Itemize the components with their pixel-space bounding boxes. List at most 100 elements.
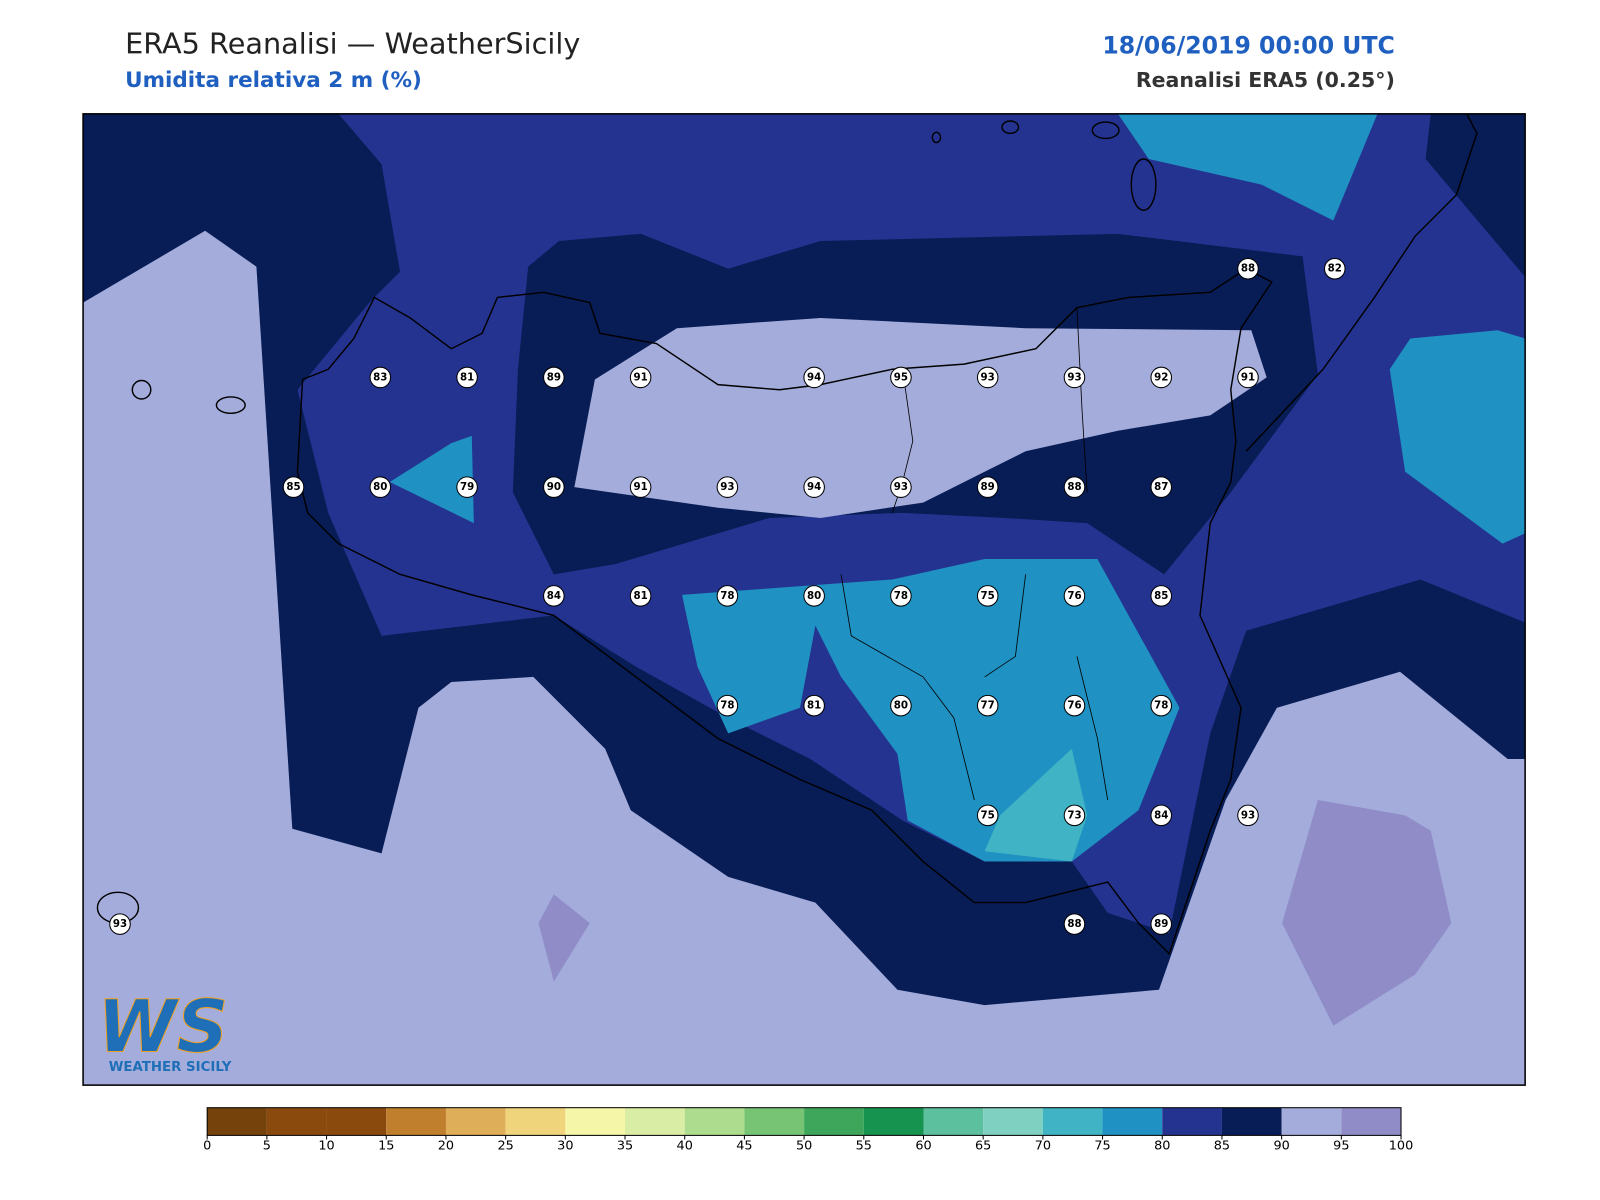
- station-marker: [803, 694, 825, 717]
- station-value: 89: [1154, 918, 1168, 930]
- island: [215, 396, 246, 415]
- station-marker: [1150, 913, 1172, 935]
- station-marker: [629, 366, 652, 389]
- station-marker: [890, 694, 912, 717]
- colorbar-swatch: [983, 1107, 1043, 1136]
- station-marker: [1324, 257, 1346, 280]
- colorbar-swatch: [266, 1107, 327, 1136]
- station-marker: [1063, 913, 1086, 935]
- station-value: 75: [981, 590, 995, 602]
- colorbar-tick-label: 65: [975, 1138, 991, 1153]
- logo-mark: WS: [97, 984, 228, 1068]
- colorbar-tick-label: 60: [915, 1138, 931, 1153]
- station-marker: [716, 476, 739, 498]
- coastlines: [96, 113, 1478, 956]
- station-marker: [890, 476, 912, 498]
- station-marker: [109, 913, 131, 935]
- station-marker: [1237, 366, 1259, 389]
- station-value: 94: [807, 371, 821, 383]
- station-value: 75: [981, 809, 995, 821]
- station-value: 91: [1241, 371, 1255, 383]
- station-marker: [369, 366, 392, 389]
- colorbar-swatch: [1162, 1107, 1222, 1136]
- station-marker: [629, 476, 652, 498]
- map: 88 82 83 81 89 91 94 95 93 93 92 91 85 80 79 90 91 93 94 93…: [83, 113, 1526, 1086]
- colorbar-swatch: [863, 1107, 924, 1136]
- station-value: 78: [894, 590, 908, 602]
- colorbar-tick-label: 85: [1214, 1138, 1230, 1153]
- station-marker: [543, 366, 565, 389]
- colorbar-tick-label: 20: [438, 1138, 454, 1153]
- map-frame: [82, 113, 1526, 1086]
- colorbar-swatch: [625, 1107, 685, 1136]
- station-value: 78: [1154, 700, 1168, 712]
- island: [1001, 120, 1020, 135]
- station-value: 93: [981, 371, 995, 383]
- station-marker: [1150, 585, 1172, 607]
- colorbar-tick-label: 95: [1333, 1138, 1349, 1153]
- island: [1091, 121, 1120, 140]
- station-value: 94: [807, 481, 821, 493]
- station-value: 81: [633, 590, 647, 602]
- station-marker: [1150, 476, 1172, 498]
- colorbar-swatch: [804, 1107, 864, 1136]
- colorbar-tick-label: 10: [318, 1138, 334, 1153]
- colorbar-swatch: [445, 1107, 506, 1136]
- source: Reanalisi ERA5 (0.25°): [1136, 68, 1395, 92]
- subtitle: Umidita relativa 2 m (%): [125, 68, 422, 93]
- station-marker: [803, 476, 825, 498]
- station-value: 93: [1241, 809, 1255, 821]
- colorbar-swatch: [1042, 1107, 1103, 1136]
- station-marker: [803, 585, 825, 607]
- station-value: 93: [894, 481, 908, 493]
- station-marker: [716, 694, 739, 717]
- colorbar-tick-label: 5: [263, 1138, 271, 1153]
- station-value: 82: [1328, 263, 1342, 275]
- station-value: 84: [1154, 809, 1168, 821]
- island: [131, 379, 152, 400]
- colorbar-tick-label: 35: [617, 1138, 633, 1153]
- colorbar-tick-label: 50: [796, 1138, 812, 1153]
- station-value: 78: [720, 700, 734, 712]
- field-contour: [389, 435, 474, 524]
- station-value: 93: [720, 481, 734, 493]
- station-marker: [890, 366, 912, 389]
- colorbar-swatch: [744, 1107, 805, 1136]
- station-marker: [456, 366, 478, 389]
- colorbar-swatch: [505, 1107, 566, 1136]
- station-value: 81: [807, 700, 821, 712]
- field-contour: [574, 317, 1267, 518]
- colorbar-swatch: [684, 1107, 745, 1136]
- station-value: 80: [807, 590, 821, 602]
- station-value: 90: [547, 481, 561, 493]
- station-value: 79: [460, 481, 474, 493]
- colorbar-tick-label: 40: [677, 1138, 693, 1153]
- station-value: 91: [633, 481, 647, 493]
- station-marker: [890, 585, 912, 607]
- colorbar-swatch: [207, 1107, 267, 1136]
- station-value: 76: [1067, 700, 1081, 712]
- station-value: 89: [981, 481, 995, 493]
- station-value: 89: [547, 371, 561, 383]
- logo-text: WEATHER SICILY: [109, 1060, 232, 1075]
- station-value: 88: [1241, 263, 1255, 275]
- stations: 88 82 83 81 89 91 94 95 93 93 92 91 85 80 79 90 91 93 94 93…: [109, 257, 1346, 935]
- colorbar-swatch: [1281, 1107, 1342, 1136]
- colorbar: 0 5 10 15 20 25 30 35 40 45 50 55 60 65 70 75 80 85 90 95 10…: [203, 1107, 1413, 1153]
- calabria-coast: [1245, 113, 1478, 452]
- station-marker: [1237, 257, 1259, 280]
- station-marker: [543, 585, 565, 607]
- station-value: 91: [633, 371, 647, 383]
- sicily-coast: [296, 267, 1273, 956]
- title: ERA5 Reanalisi — WeatherSicily: [125, 26, 580, 60]
- station-value: 88: [1067, 481, 1081, 493]
- station-marker: [716, 585, 739, 607]
- colorbar-tick-label: 55: [856, 1138, 872, 1153]
- colorbar-tick-label: 25: [497, 1138, 513, 1153]
- field-contour: [1117, 113, 1378, 221]
- station-marker: [1063, 585, 1086, 607]
- station-marker: [543, 476, 565, 498]
- colorbar-swatch: [923, 1107, 984, 1136]
- station-marker: [1150, 366, 1172, 389]
